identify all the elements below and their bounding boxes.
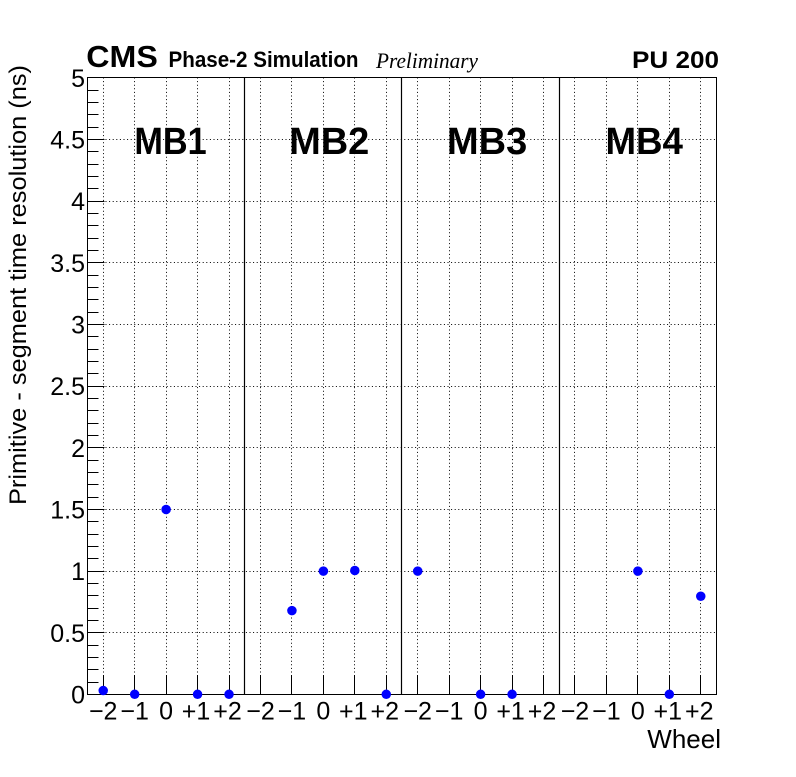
svg-text:+1: +1	[496, 697, 525, 725]
svg-text:MB2: MB2	[289, 121, 369, 163]
svg-text:+1: +1	[339, 697, 368, 725]
svg-text:0: 0	[159, 697, 173, 725]
svg-text:−1: −1	[278, 697, 307, 725]
svg-text:−2: −2	[403, 697, 432, 725]
svg-text:−1: −1	[592, 697, 621, 725]
svg-text:0: 0	[474, 697, 488, 725]
svg-text:Primitive - segment time resol: Primitive - segment time resolution (ns)	[5, 65, 32, 505]
svg-text:1: 1	[71, 558, 85, 586]
svg-text:Phase-2 Simulation: Phase-2 Simulation	[169, 47, 359, 72]
svg-text:−2: −2	[561, 697, 590, 725]
svg-text:−2: −2	[246, 697, 275, 725]
svg-text:4: 4	[71, 188, 85, 216]
svg-text:1.5: 1.5	[50, 496, 85, 524]
svg-text:2: 2	[71, 435, 85, 463]
svg-text:+2: +2	[528, 697, 557, 725]
svg-text:+2: +2	[685, 697, 714, 725]
svg-text:Wheel: Wheel	[647, 724, 721, 754]
svg-text:MB1: MB1	[134, 121, 206, 163]
svg-text:3: 3	[71, 311, 85, 339]
svg-text:0: 0	[631, 697, 645, 725]
svg-text:PU 200: PU 200	[632, 47, 719, 74]
svg-text:−1: −1	[435, 697, 464, 725]
svg-text:+2: +2	[213, 697, 242, 725]
svg-text:4.5: 4.5	[50, 126, 85, 154]
svg-text:0.5: 0.5	[50, 620, 85, 648]
svg-text:−2: −2	[89, 697, 118, 725]
svg-text:0: 0	[71, 682, 85, 710]
svg-text:−1: −1	[120, 697, 149, 725]
svg-text:0: 0	[316, 697, 330, 725]
svg-text:CMS: CMS	[86, 40, 158, 74]
svg-text:+1: +1	[654, 697, 683, 725]
svg-text:5: 5	[71, 65, 85, 93]
svg-text:+2: +2	[371, 697, 400, 725]
svg-text:Preliminary: Preliminary	[375, 48, 478, 73]
svg-text:2.5: 2.5	[50, 373, 85, 401]
svg-text:+1: +1	[182, 697, 211, 725]
svg-text:3.5: 3.5	[50, 250, 85, 278]
svg-text:MB3: MB3	[447, 121, 527, 163]
svg-text:MB4: MB4	[605, 121, 683, 163]
